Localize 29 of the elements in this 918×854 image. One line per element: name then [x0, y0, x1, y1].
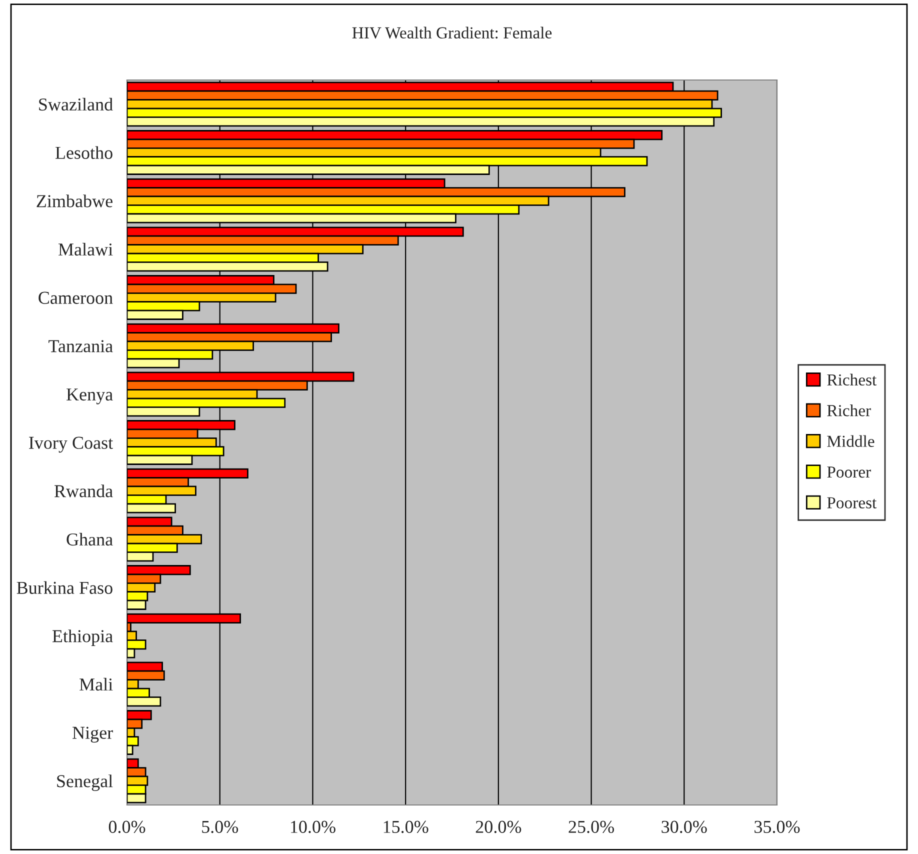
legend-label: Poorer — [827, 466, 871, 478]
y-tick-label: Senegal — [57, 774, 113, 791]
y-tick-label: Cameroon — [38, 292, 113, 304]
y-tick-label: Malawi — [58, 242, 113, 256]
legend-label: Middle — [827, 435, 874, 447]
x-tick-label: 0.0% — [108, 820, 146, 834]
x-tick-label: 25.0% — [568, 820, 614, 834]
x-tick-label: 5.0% — [202, 820, 238, 834]
x-tick-label: 10.0% — [290, 820, 336, 834]
y-tick-label: Swaziland — [39, 98, 113, 111]
x-tick-label: 20.0% — [476, 820, 522, 834]
y-tick-label: Niger — [72, 726, 113, 743]
legend-label: Richer — [827, 404, 871, 416]
y-tick-label: Ivory Coast — [29, 436, 114, 453]
y-tick-label: Zimbabwe — [36, 194, 112, 208]
x-tick-label: 15.0% — [384, 820, 428, 834]
legend-label: Richest — [827, 374, 877, 386]
legend-label: Poorest — [827, 497, 877, 508]
x-tick-label: 30.0% — [662, 820, 707, 834]
y-tick-label: Rwanda — [54, 484, 113, 498]
x-tick-label: 35.0% — [754, 820, 800, 834]
y-tick-label: Ethiopia — [52, 630, 113, 646]
chart-title: HIV Wealth Gradient: Female — [352, 26, 552, 39]
y-tick-label: Kenya — [66, 388, 113, 404]
y-tick-label: Mali — [80, 678, 113, 691]
y-tick-label: Burkina Faso — [16, 581, 112, 594]
y-tick-label: Tanzania — [48, 340, 113, 352]
y-tick-label: Lesotho — [55, 146, 112, 159]
y-tick-label: Ghana — [66, 532, 113, 546]
